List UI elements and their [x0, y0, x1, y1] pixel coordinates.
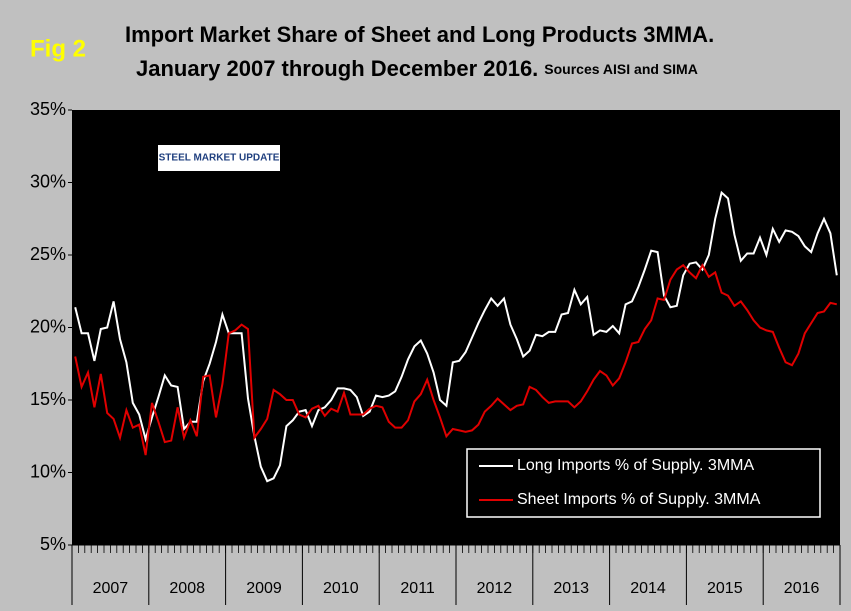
year-label: 2007: [93, 580, 129, 597]
source: Sources AISI and SIMA: [544, 61, 698, 77]
subtitle: January 2007 through December 2016.: [136, 56, 538, 81]
year-label: 2016: [784, 580, 820, 597]
y-tick-label: 5%: [40, 534, 66, 554]
logo-box: [158, 145, 280, 171]
legend-label: Sheet Imports % of Supply. 3MMA: [517, 491, 761, 508]
year-label: 2015: [707, 580, 743, 597]
year-label: 2010: [323, 580, 359, 597]
y-tick-label: 10%: [30, 461, 66, 481]
y-tick-label: 30%: [30, 171, 66, 191]
chart-title: Import Market Share of Sheet and Long Pr…: [125, 22, 714, 47]
year-label: 2008: [169, 580, 205, 597]
year-label: 2012: [477, 580, 513, 597]
year-label: 2011: [400, 580, 435, 597]
legend-label: Long Imports % of Supply. 3MMA: [517, 457, 754, 474]
y-tick-label: 20%: [30, 316, 66, 336]
legend-box: [466, 448, 821, 518]
series-line: [74, 263, 838, 456]
figure-label: Fig 2: [30, 35, 86, 62]
year-label: 2013: [553, 580, 589, 597]
year-label: 2014: [630, 580, 666, 597]
year-label: 2009: [246, 580, 282, 597]
logo: STEEL MARKET UPDATE: [159, 153, 280, 164]
y-tick-label: 15%: [30, 389, 66, 409]
y-tick-label: 25%: [30, 244, 66, 264]
chart-subtitle: January 2007 through December 2016. Sourc…: [136, 56, 698, 81]
y-tick-label: 35%: [30, 99, 66, 119]
